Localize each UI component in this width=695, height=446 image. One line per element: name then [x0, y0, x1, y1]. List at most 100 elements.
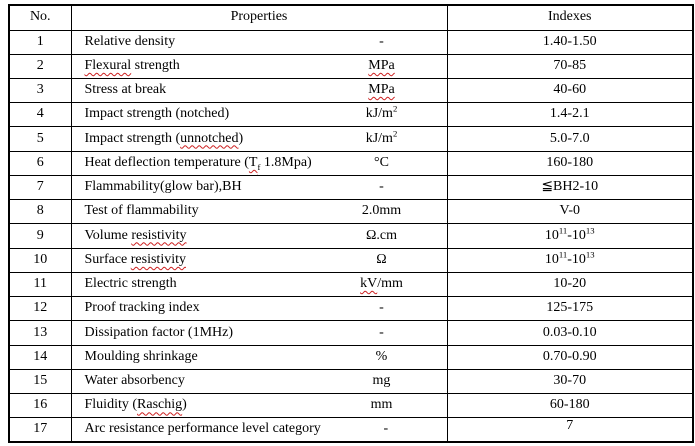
property-unit: 2.0mm	[361, 203, 402, 219]
row-number: 13	[8, 320, 72, 346]
row-number: 12	[8, 296, 72, 322]
index-value: 125-175	[446, 296, 694, 322]
property-name: Flammability(glow bar),BH	[84, 179, 242, 195]
table-row: 16 Fluidity (Raschig) mm 60-180	[8, 393, 694, 419]
property-name: Stress at break	[84, 82, 167, 98]
property-cell: Test of flammability 2.0mm	[70, 199, 448, 225]
property-unit: kJ/m2	[365, 128, 398, 146]
row-number: 16	[8, 393, 72, 419]
property-cell: Moulding shrinkage%	[70, 344, 448, 370]
property-cell: Surface resistivity Ω	[70, 247, 448, 273]
index-value: 5.0-7.0	[446, 126, 694, 152]
table-row: 10 Surface resistivity Ω 1011-1013	[8, 247, 694, 273]
property-cell: Electric strength kV/mm	[70, 271, 448, 298]
index-value: 40-60	[446, 77, 694, 104]
table-row: 17 Arc resistance performance level categ…	[8, 417, 694, 443]
property-unit: kJ/m2	[365, 103, 398, 122]
property-cell: Flexural strength MPa	[70, 53, 448, 79]
property-cell: Stress at break MPa	[70, 77, 448, 104]
table-row: 1 Relative density - 1.40-1.50	[8, 29, 694, 55]
property-unit: -	[379, 33, 384, 49]
row-number: 3	[8, 77, 72, 104]
property-unit: °C	[374, 154, 389, 170]
row-number: 14	[8, 344, 72, 370]
property-cell: Impact strength (notched) kJ/m2	[70, 102, 448, 128]
header-row: No. Properties Indexes	[8, 4, 694, 31]
header-properties: Properties	[70, 4, 448, 31]
table-row: 2 Flexural strength MPa 70-85	[8, 53, 694, 79]
property-name: Relative density	[84, 33, 176, 49]
index-value: 70-85	[446, 53, 694, 79]
table-row: 5 Impact strength (unnotched) kJ/m2 5.0-7.0	[8, 126, 694, 152]
property-name: Water absorbency	[84, 373, 185, 389]
property-name: Proof tracking index	[84, 300, 200, 316]
table-body: 1 Relative density -1.40-1.50 2 Flexural str…	[8, 29, 694, 443]
row-number: 2	[8, 53, 72, 79]
property-unit: mg	[372, 373, 391, 389]
property-name: Test of flammability	[84, 203, 199, 219]
row-number: 4	[8, 102, 72, 128]
table-row: 13 Dissipation factor (1MHz) - 0.03-0.10	[8, 320, 694, 346]
property-cell: Arc resistance performance level categor…	[70, 417, 448, 443]
row-number: 1	[8, 29, 72, 55]
index-value: 10-20	[446, 271, 694, 298]
property-cell: Heat deflection temperature (Tf 1.8Mpa) °…	[70, 150, 448, 176]
property-name: Fluidity (Raschig)	[84, 397, 187, 413]
table-row: 14 Moulding shrinkage% 0.70-0.90	[8, 344, 694, 370]
table-row: 4 Impact strength (notched) kJ/m2 1.4-2.1	[8, 102, 694, 128]
property-name: Flexural strength	[84, 58, 180, 73]
property-cell: Dissipation factor (1MHz) -	[70, 320, 448, 346]
table-row: 8 Test of flammability 2.0mm V-0	[8, 199, 694, 225]
table-row: 11 Electric strength kV/mm 10-20	[8, 271, 694, 298]
row-number: 7	[8, 174, 72, 201]
index-value: ≦BH2-10	[446, 174, 694, 201]
property-unit: mm	[370, 397, 393, 413]
table-row: 7 Flammability(glow bar),BH - ≦BH2-10	[8, 174, 694, 201]
properties-table: No. Properties Indexes 1 Relative density…	[8, 4, 694, 443]
row-number: 10	[8, 247, 72, 273]
row-number: 11	[8, 271, 72, 298]
property-unit: -	[379, 324, 384, 340]
header-no: No.	[8, 4, 72, 31]
property-cell: Water absorbency mg	[70, 368, 448, 395]
index-value: V-0	[446, 199, 694, 225]
property-unit: kV/mm	[360, 276, 403, 292]
row-number: 9	[8, 223, 72, 249]
index-value: 60-180	[446, 393, 694, 419]
property-name: Surface resistivity	[84, 251, 187, 267]
index-value: 160-180	[446, 150, 694, 176]
property-cell: Relative density -	[70, 29, 448, 55]
row-number: 8	[8, 199, 72, 225]
property-unit: -	[379, 179, 384, 195]
property-cell: Volume resistivity Ω.cm	[70, 223, 448, 249]
property-cell: Flammability(glow bar),BH -	[70, 174, 448, 201]
table-row: 15 Water absorbency mg 30-70	[8, 368, 694, 395]
property-name: Impact strength (unnotched)	[84, 130, 244, 146]
property-name: Heat deflection temperature (Tf 1.8Mpa)	[84, 154, 312, 172]
property-unit: MPa	[368, 82, 395, 98]
property-cell: Impact strength (unnotched) kJ/m2	[70, 126, 448, 152]
property-name: Volume resistivity	[84, 227, 187, 243]
property-cell: Proof tracking index -	[70, 296, 448, 322]
property-unit: MPa	[368, 58, 395, 73]
row-number: 17	[8, 417, 72, 443]
index-value: 0.03-0.10	[446, 320, 694, 346]
property-unit: %	[375, 348, 388, 364]
index-value: 1.40-1.50	[446, 29, 694, 55]
property-cell: Fluidity (Raschig) mm	[70, 393, 448, 419]
property-name: Impact strength (notched)	[84, 106, 230, 122]
index-value: 30-70	[446, 368, 694, 395]
table-row: 12 Proof tracking index - 125-175	[8, 296, 694, 322]
header-indexes: Indexes	[446, 4, 694, 31]
table-row: 6 Heat deflection temperature (Tf 1.8Mpa)…	[8, 150, 694, 176]
property-unit: Ω.cm	[365, 227, 397, 243]
property-name: Arc resistance performance level categor…	[84, 421, 321, 437]
property-name: Dissipation factor (1MHz)	[84, 324, 234, 340]
index-value: 1011-1013	[446, 223, 694, 249]
index-value: 1.4-2.1	[446, 102, 694, 128]
row-number: 5	[8, 126, 72, 152]
table-row: 9 Volume resistivity Ω.cm 1011-1013	[8, 223, 694, 249]
row-number: 6	[8, 150, 72, 176]
table-row: 3 Stress at break MPa 40-60	[8, 77, 694, 104]
